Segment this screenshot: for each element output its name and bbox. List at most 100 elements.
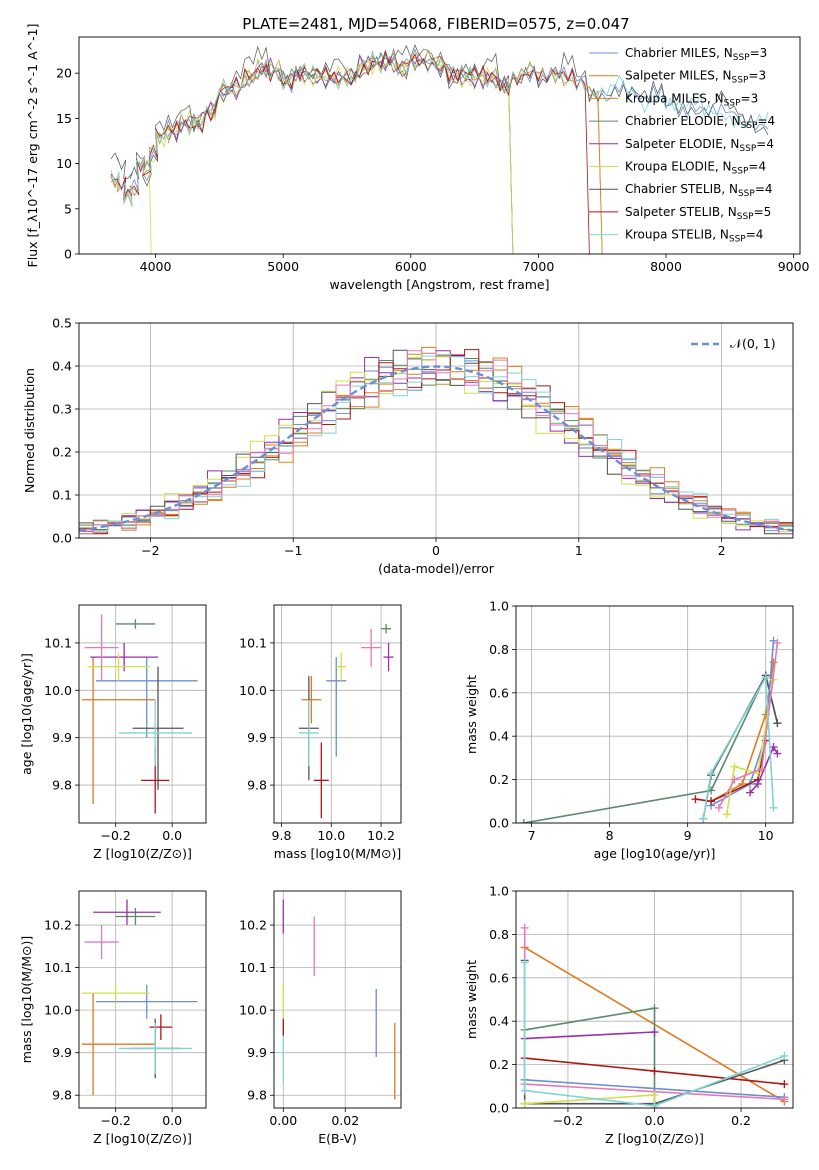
weight-marker [650,1067,659,1076]
weight-marker [650,1028,659,1037]
weight-marker [769,658,778,667]
weight-marker [773,719,782,728]
weight-marker [780,1080,789,1089]
tick-label-y: 0.2 [52,445,72,460]
weight-marker [730,762,739,771]
weight-marker [650,1101,659,1108]
plot-area [519,636,782,823]
weight-marker [722,810,731,819]
tick-label-x: −0.2 [101,828,131,843]
axes-frame [78,604,207,824]
legend-label: Chabrier STELIB, NSSP=4 [625,182,773,199]
tick-label-y: 10.0 [239,683,267,698]
weight-line [524,1079,785,1098]
tick-label-y: 9.8 [247,778,267,793]
plot-area [79,346,793,535]
weight-line [702,674,775,819]
tick-label-y: 0.5 [52,316,72,331]
tick-label-y: 10.0 [44,683,72,698]
y-axis-label: mass weight [464,960,479,1039]
legend-label: 𝒩(0, 1) [730,336,776,351]
tick-label-y: 0.0 [489,816,509,831]
weight-marker [691,795,700,804]
tick-label-y: 20 [56,66,72,81]
tick-label-x: 9 [684,828,692,843]
weight-line [725,679,775,815]
axes-frame [78,890,207,1109]
tick-label-x: 0.00 [269,1113,297,1128]
plots: 4000 5000 6000 7000 8000 900005101520waveleng… [19,24,810,1146]
tick-label-y: 0.4 [489,1014,509,1029]
weight-marker [773,638,782,647]
axes-mass_vs_EBV: 0.00 0.02 9.8 9.9 10.0 10.1 10.2 E(B-V) [239,890,402,1146]
tick-label-y: 0.6 [489,970,509,985]
tick-label-y: 10.1 [239,960,267,975]
weight-marker [757,764,766,773]
tick-label-x: 0.0 [162,1113,182,1128]
legend-label: Salpeter MILES, NSSP=3 [625,69,766,86]
spectrum-line [110,44,769,187]
tick-label-x: −0.2 [553,1113,583,1128]
x-axis-label: (data-model)/error [378,561,495,576]
tick-label-x: 0.02 [331,1113,359,1128]
tick-label-y: 9.9 [247,730,267,745]
weight-marker [753,779,762,788]
tick-label-x: 5000 [267,259,299,274]
tick-label-y: 10.2 [239,918,267,933]
tick-label-y: 9.8 [247,1088,267,1103]
tick-label-y: 0.4 [52,359,72,374]
axes-mass_vs_Z: −0.2 0.0 9.8 9.9 10.0 10.1 10.2 Z [log10(Z/Z⊙)]… [19,890,207,1146]
tick-label-y: 9.9 [247,1045,267,1060]
weight-line [695,740,767,803]
tick-label-y: 0.8 [489,927,509,942]
tick-label-y: 9.8 [52,778,72,793]
weight-marker [699,814,708,823]
tick-label-y: 10 [56,156,72,171]
axes-age_vs_Z: −0.2 0.0 9.8 9.9 10.0 10.1 Z [log10(Z/Z⊙)] age … [19,604,207,861]
weight-marker [761,673,770,682]
tick-label-x: 7000 [522,259,554,274]
plot-area [298,623,394,819]
tick-label-x: 1 [575,543,583,558]
tick-label-y: 15 [56,111,72,126]
tick-label-y: 10.2 [44,918,72,933]
tick-label-y: 10.0 [44,1003,72,1018]
legend-label: Chabrier ELODIE, NSSP=4 [625,114,775,131]
tick-label-x: 8000 [650,259,682,274]
tick-label-x: 9.8 [272,828,292,843]
tick-label-y: 0.8 [489,642,509,657]
weight-marker [520,1086,529,1095]
tick-label-y: 0 [64,247,72,262]
spectrum-line [110,48,769,195]
axes-age_vs_mass: 9.8 10.0 10.2 9.8 9.9 10.0 10.1 mass [log10(M/M… [239,604,402,861]
axes-residuals: −2 −1 0 1 2 0.0 0.1 0.2 0.3 0.4 0.5 (data-model)/er… [22,316,794,576]
weight-line [718,642,779,809]
y-axis-label: age [log10(age/yr)] [19,653,34,775]
weight-marker [780,1051,789,1060]
x-axis-label: Z [log10(Z/Z⊙)] [605,1131,704,1146]
plot-area [81,614,198,814]
tick-label-y: 0.2 [489,772,509,787]
weight-marker [650,1004,659,1013]
tick-label-y: 0.0 [489,1101,509,1116]
weight-marker [730,775,739,784]
tick-label-y: 0.2 [489,1057,509,1072]
tick-label-x: 2 [718,543,726,558]
axes-frame [78,36,801,255]
y-axis-label: Normed distribution [22,368,37,493]
gaussian-curve [79,365,793,532]
tick-label-y: 10.1 [44,635,72,650]
plot-area [81,899,198,1096]
y-axis-label: mass [log10(M/M⊙)] [19,936,34,1064]
legend-label: Chabrier MILES, NSSP=3 [625,46,767,63]
plot-area [282,899,396,1100]
tick-label-y: 1.0 [489,599,509,614]
weight-marker [520,958,529,967]
spectrum-line [110,47,603,254]
tick-label-x: 8 [606,828,614,843]
tick-label-y: 0.1 [52,488,72,503]
weight-marker [746,788,755,797]
legend-label: Salpeter ELODIE, NSSP=4 [625,137,774,154]
tick-label-y: 1.0 [489,884,509,899]
axes-massweight_vs_age: 7 8 9 10 0.0 0.2 0.4 0.6 0.8 1.0 age [log10(age/yr… [464,599,794,861]
